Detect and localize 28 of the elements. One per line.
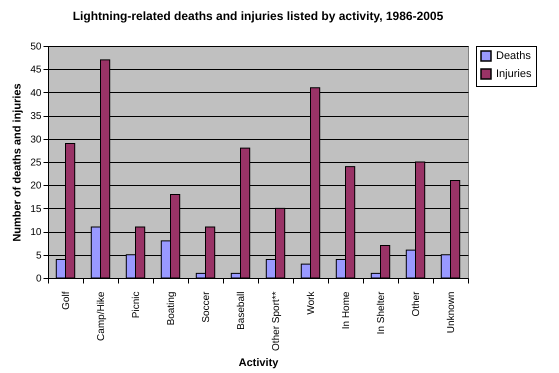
x-tick-label: Baseball [236,292,247,330]
legend-label: Injuries [496,68,532,80]
x-tick-label: Work [306,290,317,315]
y-tick-label: 45 [30,64,42,76]
y-tick-label: 5 [36,250,42,262]
y-tick-label: 0 [36,274,42,284]
y-tick-label: 50 [30,42,42,52]
y-tick-label: 25 [30,158,42,168]
chart-title: Lightning-related deaths and injuries listed by activity, 1986-2005 [72,9,444,23]
x-tick-label: In Home [341,291,352,330]
y-tick-label: 40 [30,88,42,99]
legend-label: Deaths [496,50,532,62]
x-tick-label: Boating [166,292,177,326]
x-tick-label: In Shelter [376,290,387,334]
x-tick-label: Soccer [201,290,212,323]
x-tick-label: Picnic [131,292,142,318]
x-tick-label: Other Sport** [271,291,282,351]
x-tick-label: Unknown [446,292,457,334]
y-tick-label: 20 [30,180,42,192]
y-tick-label: 30 [30,134,42,146]
y-tick-label: 35 [30,111,42,122]
x-tick-label: Camp/Hike [96,291,107,341]
x-axis-title: Activity [238,356,280,369]
x-tick-label: Other [411,290,422,317]
y-axis-title: Number of deaths and injuries [11,83,24,242]
y-tick-label: 15 [30,204,42,215]
x-tick-label: Golf [61,291,72,310]
y-tick-label: 10 [30,227,42,238]
